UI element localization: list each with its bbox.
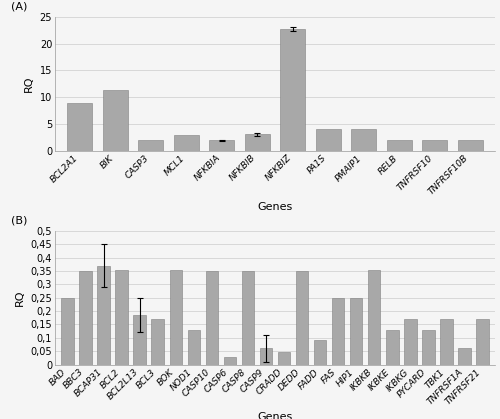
Text: (B): (B) <box>11 215 28 225</box>
X-axis label: Genes: Genes <box>258 412 292 419</box>
Bar <box>314 341 326 365</box>
Bar <box>368 269 380 365</box>
Bar <box>152 319 164 365</box>
Bar <box>280 29 305 150</box>
Bar <box>458 349 470 365</box>
Bar <box>134 315 146 365</box>
Bar <box>296 271 308 365</box>
Bar <box>62 297 74 365</box>
Bar <box>170 269 182 365</box>
Bar <box>138 140 163 150</box>
Bar <box>422 330 434 365</box>
Bar <box>332 297 344 365</box>
Bar <box>68 103 92 150</box>
Bar <box>350 297 362 365</box>
Bar <box>386 330 398 365</box>
Bar <box>116 269 128 365</box>
Text: (A): (A) <box>11 1 28 11</box>
Bar <box>260 349 272 365</box>
Bar <box>440 319 452 365</box>
Bar <box>206 271 218 365</box>
Y-axis label: RQ: RQ <box>24 75 34 92</box>
Bar <box>103 90 128 150</box>
Bar <box>476 319 488 365</box>
Bar <box>210 140 234 150</box>
Bar <box>316 129 340 150</box>
Bar <box>422 140 447 150</box>
Bar <box>458 140 482 150</box>
Bar <box>188 330 200 365</box>
Bar <box>278 352 290 365</box>
Bar <box>224 357 236 365</box>
Bar <box>80 271 92 365</box>
Bar <box>404 319 416 365</box>
X-axis label: Genes: Genes <box>258 202 292 212</box>
Bar <box>352 129 376 150</box>
Bar <box>98 266 110 365</box>
Bar <box>387 140 411 150</box>
Bar <box>174 135 199 150</box>
Y-axis label: RQ: RQ <box>15 290 25 306</box>
Bar <box>242 271 254 365</box>
Bar <box>245 134 270 150</box>
